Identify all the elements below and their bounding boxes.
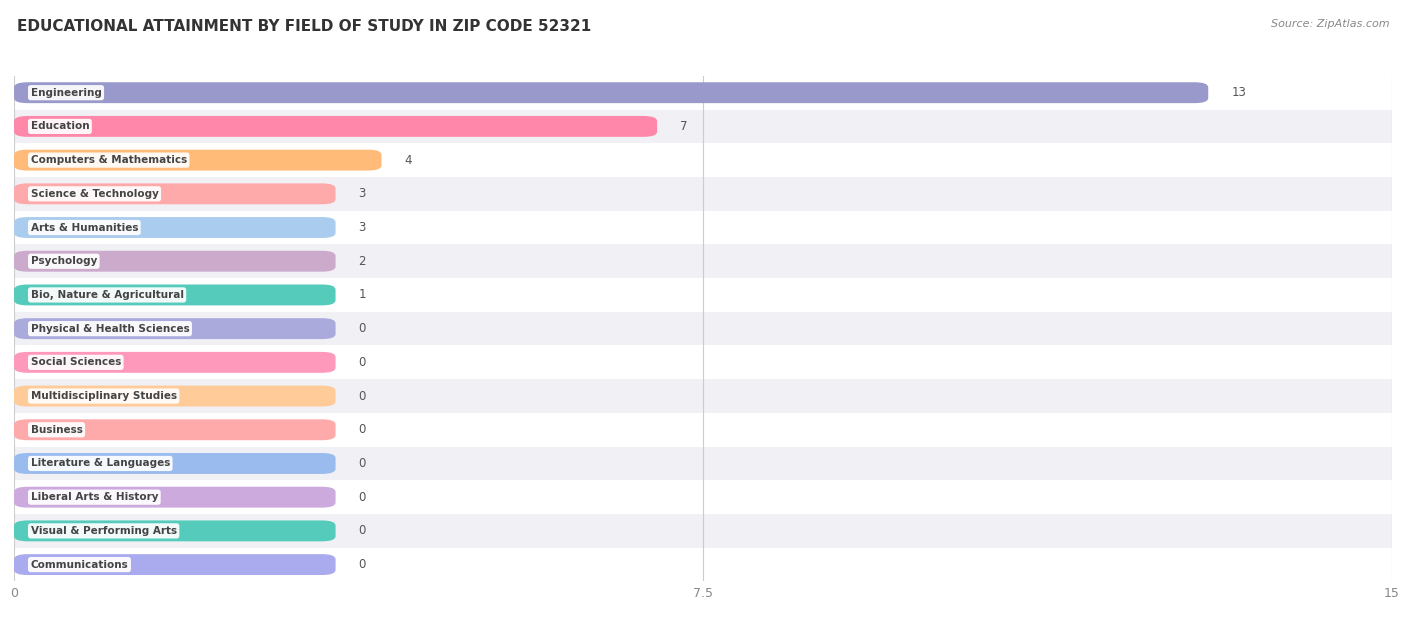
Bar — [14, 312, 1392, 346]
Text: 0: 0 — [359, 322, 366, 335]
Text: Engineering: Engineering — [31, 88, 101, 98]
FancyBboxPatch shape — [14, 116, 657, 137]
Bar — [14, 76, 1392, 109]
Bar — [14, 379, 1392, 413]
FancyBboxPatch shape — [14, 352, 336, 373]
FancyBboxPatch shape — [14, 251, 336, 272]
Bar — [14, 143, 1392, 177]
Bar — [14, 109, 1392, 143]
Text: 3: 3 — [359, 187, 366, 200]
Bar — [14, 177, 1392, 210]
Text: Science & Technology: Science & Technology — [31, 189, 159, 199]
Text: EDUCATIONAL ATTAINMENT BY FIELD OF STUDY IN ZIP CODE 52321: EDUCATIONAL ATTAINMENT BY FIELD OF STUDY… — [17, 19, 591, 34]
Text: 2: 2 — [359, 255, 366, 268]
Text: Literature & Languages: Literature & Languages — [31, 458, 170, 468]
Text: 0: 0 — [359, 558, 366, 571]
FancyBboxPatch shape — [14, 217, 336, 238]
Text: Visual & Performing Arts: Visual & Performing Arts — [31, 526, 177, 536]
Text: Social Sciences: Social Sciences — [31, 357, 121, 367]
Text: Computers & Mathematics: Computers & Mathematics — [31, 155, 187, 165]
Bar — [14, 245, 1392, 278]
FancyBboxPatch shape — [14, 150, 381, 171]
Text: 1: 1 — [359, 288, 366, 301]
Text: Arts & Humanities: Arts & Humanities — [31, 222, 138, 233]
Text: Communications: Communications — [31, 559, 128, 569]
Bar — [14, 346, 1392, 379]
FancyBboxPatch shape — [14, 284, 336, 305]
Text: 13: 13 — [1232, 86, 1246, 99]
Text: Source: ZipAtlas.com: Source: ZipAtlas.com — [1271, 19, 1389, 29]
Bar — [14, 514, 1392, 548]
Text: 0: 0 — [359, 457, 366, 470]
Text: Business: Business — [31, 425, 83, 435]
Text: 0: 0 — [359, 490, 366, 504]
Text: 0: 0 — [359, 389, 366, 403]
FancyBboxPatch shape — [14, 453, 336, 474]
Bar — [14, 210, 1392, 245]
FancyBboxPatch shape — [14, 386, 336, 406]
Text: 0: 0 — [359, 423, 366, 436]
Text: 0: 0 — [359, 356, 366, 369]
Bar — [14, 413, 1392, 447]
Text: Bio, Nature & Agricultural: Bio, Nature & Agricultural — [31, 290, 184, 300]
Text: 0: 0 — [359, 525, 366, 537]
FancyBboxPatch shape — [14, 487, 336, 507]
FancyBboxPatch shape — [14, 82, 1208, 103]
FancyBboxPatch shape — [14, 183, 336, 204]
Bar — [14, 480, 1392, 514]
Bar — [14, 278, 1392, 312]
Text: Education: Education — [31, 121, 89, 131]
FancyBboxPatch shape — [14, 520, 336, 542]
Text: 4: 4 — [405, 154, 412, 167]
Text: 7: 7 — [681, 120, 688, 133]
Text: Psychology: Psychology — [31, 256, 97, 266]
Text: Physical & Health Sciences: Physical & Health Sciences — [31, 324, 190, 334]
Bar — [14, 548, 1392, 581]
FancyBboxPatch shape — [14, 554, 336, 575]
Text: 3: 3 — [359, 221, 366, 234]
FancyBboxPatch shape — [14, 318, 336, 339]
Text: Multidisciplinary Studies: Multidisciplinary Studies — [31, 391, 177, 401]
Text: Liberal Arts & History: Liberal Arts & History — [31, 492, 157, 502]
Bar — [14, 447, 1392, 480]
FancyBboxPatch shape — [14, 419, 336, 441]
